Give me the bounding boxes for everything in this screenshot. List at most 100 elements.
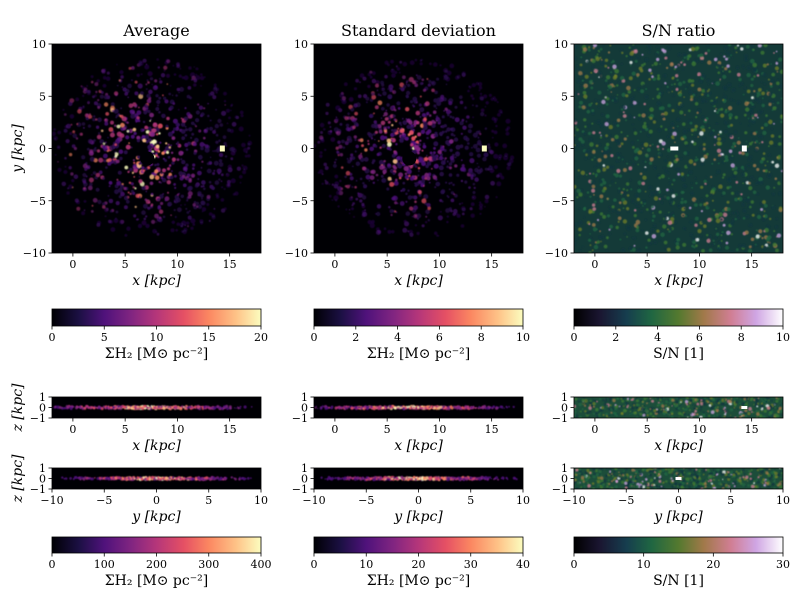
heatmap-image <box>574 397 783 418</box>
y-tick-label: −10 <box>285 247 308 260</box>
colorbar: 0 2 4 6 8 10 ΣH₂ [M⊙ pc⁻²] <box>311 308 530 362</box>
colorbar-label: S/N [1] <box>653 573 704 589</box>
x-tick-label: 10 <box>254 494 268 507</box>
y-tick-label: 10 <box>294 38 308 51</box>
x-axis-label: y [kpc] <box>131 509 181 525</box>
panel-title: Average <box>122 21 189 40</box>
y-tick-label: 0 <box>561 402 568 415</box>
y-tick-label: −10 <box>23 247 46 260</box>
y-tick-label: −1 <box>292 483 308 496</box>
colorbar-label: S/N [1] <box>653 346 704 362</box>
colorbar-label: ΣH₂ [M⊙ pc⁻²] <box>105 573 208 589</box>
y-tick-label: −1 <box>292 412 308 425</box>
colorbar-tick-label: 6 <box>696 331 703 344</box>
panel-1: 0 5 10 15 10 5 0 −5 −10 Average x [kpc] y [kpc] <box>10 21 262 289</box>
colorbar-tick-label: 30 <box>464 558 478 571</box>
colorbar-tick-label: 20 <box>254 331 268 344</box>
y-tick-label: 5 <box>39 90 46 103</box>
colorbar-gradient <box>51 308 262 327</box>
x-axis-label: x [kpc] <box>654 273 703 289</box>
colorbar-tick-label: 20 <box>706 558 720 571</box>
x-tick-label: 10 <box>170 258 184 271</box>
colorbar-gradient <box>313 308 524 327</box>
x-tick-label: 15 <box>223 423 237 436</box>
colorbar-label: ΣH₂ [M⊙ pc⁻²] <box>367 573 470 589</box>
x-tick-label: 10 <box>776 494 790 507</box>
x-tick-label: −10 <box>562 494 585 507</box>
colorbar-gradient <box>573 308 784 327</box>
colorbar-tick-label: 0 <box>311 558 318 571</box>
panel-3: 0 5 10 15 10 5 0 −5 −10 S/N ratio x [kpc] <box>545 21 784 289</box>
x-tick-label: 10 <box>692 258 706 271</box>
heatmap-image <box>52 397 261 418</box>
x-tick-label: 0 <box>69 258 76 271</box>
x-tick-label: 5 <box>467 494 474 507</box>
colorbar: 0 10 20 30 S/N [1] <box>571 536 790 589</box>
y-tick-label: 5 <box>561 90 568 103</box>
y-tick-label: 10 <box>554 38 568 51</box>
x-tick-label: −5 <box>618 494 634 507</box>
heatmap-image <box>314 468 523 489</box>
y-tick-label: −1 <box>30 483 46 496</box>
y-tick-label: −1 <box>552 412 568 425</box>
colorbar-tick-label: 10 <box>516 331 530 344</box>
y-axis-label: y [kpc] <box>10 124 26 174</box>
y-tick-label: 1 <box>301 462 308 475</box>
y-tick-label: 0 <box>39 402 46 415</box>
x-tick-label: 5 <box>122 423 129 436</box>
y-axis-label: z [kpc] <box>10 454 26 504</box>
heatmap-image <box>52 44 261 253</box>
x-tick-label: 5 <box>122 258 129 271</box>
y-tick-label: 0 <box>561 473 568 486</box>
x-tick-label: −5 <box>96 494 112 507</box>
colorbar-label: ΣH₂ [M⊙ pc⁻²] <box>367 346 470 362</box>
x-tick-label: −10 <box>302 494 325 507</box>
x-tick-label: 0 <box>415 494 422 507</box>
x-axis-label: x [kpc] <box>132 438 181 454</box>
colorbar-tick-label: 10 <box>776 331 790 344</box>
y-tick-label: −1 <box>552 483 568 496</box>
x-axis-label: y [kpc] <box>393 509 443 525</box>
y-tick-label: 1 <box>561 391 568 404</box>
y-axis-label: z [kpc] <box>10 383 26 433</box>
y-tick-label: −10 <box>545 247 568 260</box>
x-tick-label: 5 <box>644 423 651 436</box>
x-tick-label: 0 <box>591 423 598 436</box>
colorbar-tick-label: 8 <box>478 331 485 344</box>
x-tick-label: 5 <box>205 494 212 507</box>
colorbar-tick-label: 200 <box>146 558 167 571</box>
x-tick-label: 0 <box>675 494 682 507</box>
y-tick-label: 0 <box>301 143 308 156</box>
colorbar-tick-label: 10 <box>150 331 164 344</box>
colorbar: 0 10 20 30 40 ΣH₂ [M⊙ pc⁻²] <box>311 536 530 589</box>
x-axis-label: x [kpc] <box>394 273 443 289</box>
heatmap-image <box>52 468 261 489</box>
x-tick-label: 5 <box>644 258 651 271</box>
colorbar-gradient <box>51 536 262 554</box>
panel-title: S/N ratio <box>642 21 716 40</box>
panel-2: 0 5 10 15 10 5 0 −5 −10 Standard deviation x [kpc] <box>285 21 524 289</box>
x-tick-label: 0 <box>331 423 338 436</box>
x-tick-label: 0 <box>331 258 338 271</box>
colorbar-tick-label: 10 <box>359 558 373 571</box>
x-tick-label: 10 <box>516 494 530 507</box>
x-tick-label: 0 <box>69 423 76 436</box>
x-tick-label: 15 <box>745 258 759 271</box>
x-axis-label: x [kpc] <box>654 438 703 454</box>
colorbar-tick-label: 2 <box>612 331 619 344</box>
colorbar-gradient <box>573 536 784 554</box>
x-tick-label: 15 <box>485 258 499 271</box>
x-axis-label: x [kpc] <box>394 438 443 454</box>
y-tick-label: 1 <box>301 391 308 404</box>
panel-title: Standard deviation <box>341 21 496 40</box>
y-tick-label: −5 <box>30 195 46 208</box>
colorbar-tick-label: 6 <box>436 331 443 344</box>
colorbar-tick-label: 0 <box>49 331 56 344</box>
y-tick-label: 1 <box>39 462 46 475</box>
